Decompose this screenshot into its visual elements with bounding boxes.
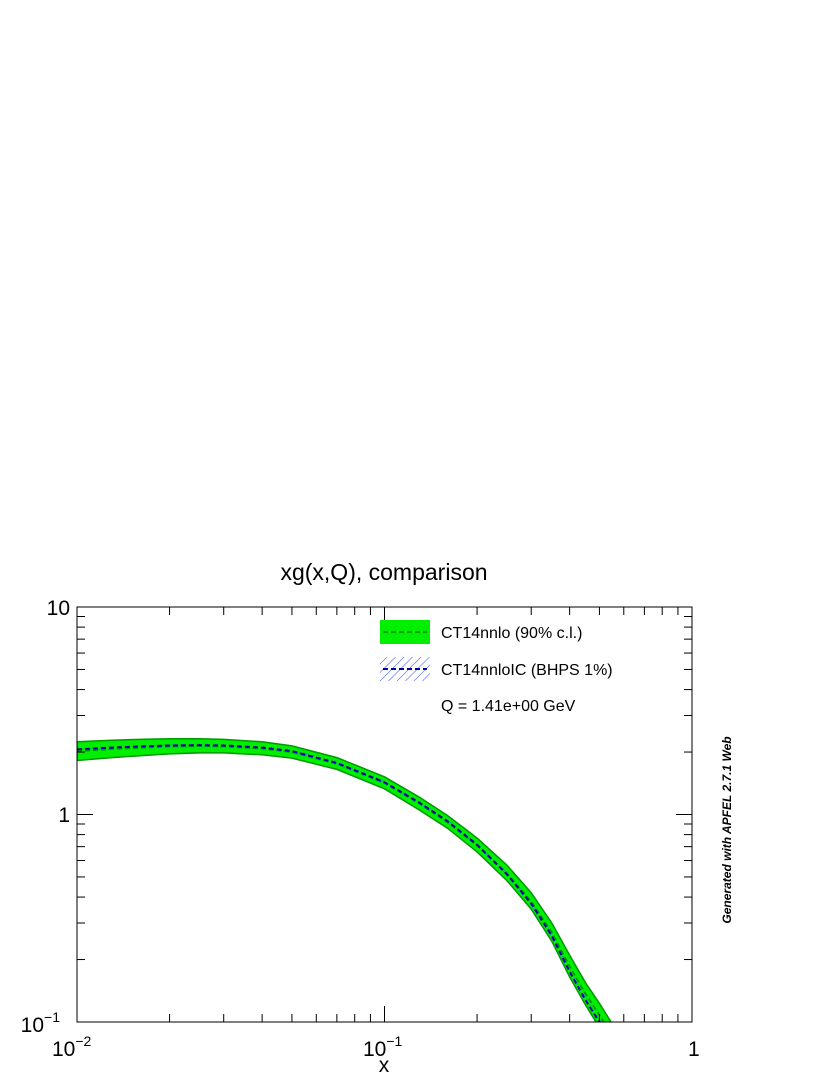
legend: CT14nnlo (90% c.l.) CT14nnloIC (BHPS 1%)… xyxy=(380,620,613,715)
band-ct14nnlo xyxy=(77,737,612,1022)
x-tick-label-1: 1 xyxy=(688,1038,700,1061)
y-tick-label-10-1: 10−1 xyxy=(21,1009,61,1037)
x-tick-label-10-2: 10−2 xyxy=(52,1033,92,1061)
chart-title: xg(x,Q), comparison xyxy=(280,559,487,585)
legend-label-ct14nnlo: CT14nnlo (90% c.l.) xyxy=(441,625,582,642)
legend-note-q: Q = 1.41e+00 GeV xyxy=(441,698,576,715)
legend-label-ct14nnloic: CT14nnloIC (BHPS 1%) xyxy=(441,662,613,679)
legend-swatch-band xyxy=(380,620,430,644)
x-tick-label-10-1: 10−1 xyxy=(363,1033,403,1061)
central-line-ct14nnlo xyxy=(77,744,605,1022)
tick-marks xyxy=(76,607,692,1023)
y-tick-label-1: 1 xyxy=(58,804,70,827)
series-layer xyxy=(77,737,612,1022)
x-axis-label: x xyxy=(379,1054,390,1075)
legend-swatch-hatch xyxy=(380,657,430,681)
y-tick-label-10: 10 xyxy=(47,597,70,620)
central-line-ct14nnloic xyxy=(77,744,601,1022)
credit-text: Generated with APFEL 2.7.1 Web xyxy=(720,736,734,923)
